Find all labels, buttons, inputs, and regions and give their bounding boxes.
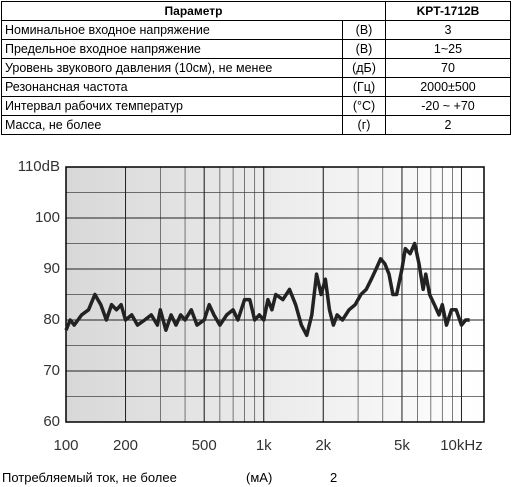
y-tick-label: 110dB (18, 158, 60, 175)
table-cell: Уровень звукового давления (10см), не ме… (1, 58, 343, 78)
x-tick-label: 1k (256, 437, 272, 454)
table-cell: 2 (385, 115, 511, 135)
table-cell: (°C) (342, 96, 386, 116)
chart: 100 200 500 1k 2k 5k 10kHz 60 70 80 90 100 110dB (18, 158, 485, 454)
table-row: Уровень звукового давления (10см), не ме… (1, 58, 511, 78)
footer-value: 2 (330, 470, 338, 485)
y-tick-label: 100 (35, 209, 60, 226)
table-row: Резонансная частота (Гц) 2000±500 (1, 77, 511, 97)
plot-frame (65, 166, 485, 423)
y-tick-label: 70 (43, 362, 60, 379)
table-cell: 70 (385, 58, 511, 78)
y-tick-label: 90 (43, 260, 60, 277)
table-cell: Интервал рабочих температур (1, 96, 343, 116)
table-cell: 1~25 (385, 39, 511, 59)
footer-unit: (мА) (246, 470, 273, 485)
table-cell: 3 (385, 20, 511, 40)
table-cell: Номинальное входное напряжение (1, 20, 343, 40)
header-cell: Параметр (1, 1, 386, 21)
table-cell: (В) (342, 20, 386, 40)
x-tick-label: 500 (192, 437, 217, 454)
table-row: Масса, не более (г) 2 (1, 115, 511, 135)
table-cell: (Гц) (342, 77, 386, 97)
header-row: Параметр KPT-1712B (1, 1, 511, 21)
x-tick-label: 10kHz (440, 437, 483, 454)
table-cell: (г) (342, 115, 386, 135)
header-cell: KPT-1712B (385, 1, 511, 21)
y-tick-label: 60 (43, 413, 60, 430)
table-cell: Масса, не более (1, 115, 343, 135)
table-row: Номинальное входное напряжение (В) 3 (1, 20, 511, 40)
x-tick-label: 200 (113, 437, 138, 454)
table-row: Интервал рабочих температур (°C) -20 ~ +70 (1, 96, 511, 116)
table-cell: Резонансная частота (1, 77, 343, 97)
x-tick-label: 100 (53, 437, 78, 454)
footer-label: Потребляемый ток, не более (2, 470, 177, 485)
table-cell: Предельное входное напряжение (1, 39, 343, 59)
y-tick-label: 80 (43, 311, 60, 328)
table-row: Предельное входное напряжение (В) 1~25 (1, 39, 511, 59)
table-cell: 2000±500 (385, 77, 511, 97)
table-cell: -20 ~ +70 (385, 96, 511, 116)
x-tick-label: 5k (394, 437, 410, 454)
table-cell: (В) (342, 39, 386, 59)
spec-table: Параметр KPT-1712B Номинальное входное на… (1, 1, 511, 135)
table-cell: (дБ) (342, 58, 386, 78)
x-tick-label: 2k (315, 437, 331, 454)
line (64, 241, 470, 338)
